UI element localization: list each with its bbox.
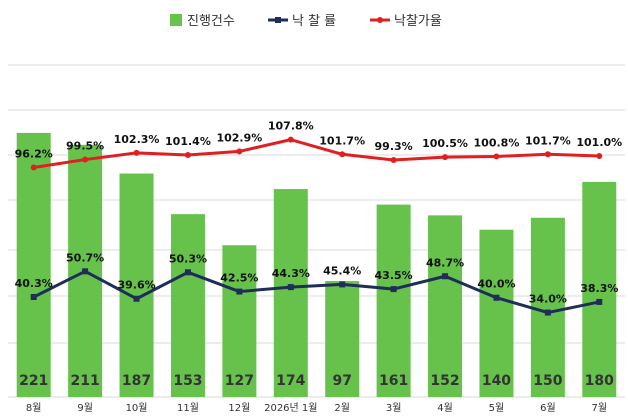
price-ratio-point: [236, 148, 243, 155]
price-ratio-point: [390, 157, 397, 164]
legend-marker: [275, 17, 281, 23]
legend: 진행건수 낙 찰 률 낙찰가율: [170, 13, 442, 29]
price-ratio-point: [184, 152, 191, 158]
price-ratio-data-label: 102.9%: [216, 131, 262, 144]
x-tick-label: 11월: [177, 402, 199, 414]
win-rate-data-label: 34.0%: [529, 293, 567, 306]
bar: [16, 132, 51, 397]
bar-value-label: 161: [379, 373, 408, 389]
win-rate-data-label: 38.3%: [580, 282, 618, 295]
x-tick-label: 12월: [228, 402, 250, 414]
price-ratio-point: [596, 152, 603, 159]
win-rate-line: [33, 269, 600, 315]
win-rate-point: [287, 284, 294, 291]
x-tick-label: 2026년 1월: [264, 402, 317, 414]
win-rate-point: [82, 268, 89, 275]
bar-value-label: 152: [430, 373, 459, 389]
price-ratio-data-label: 101.0%: [576, 136, 622, 149]
x-tick-label: 4월: [437, 402, 453, 414]
price-ratio-point: [493, 153, 500, 160]
price-ratio-data-label: 100.5%: [422, 137, 468, 150]
price-ratio-point: [339, 151, 346, 158]
win-rate-data-label: 48.7%: [426, 256, 464, 269]
legend-swatch: [170, 14, 182, 26]
win-rate-data-label: 42.5%: [220, 272, 258, 285]
bar: [119, 173, 154, 397]
x-tick-label: 3월: [386, 402, 402, 414]
bar: [376, 204, 411, 397]
win-rate-point: [493, 294, 500, 301]
bar-value-label: 174: [276, 373, 305, 389]
legend-label: 낙찰가율: [394, 14, 442, 29]
x-tick-label: 2월: [334, 402, 350, 414]
legend-label: 낙 찰 률: [292, 14, 336, 29]
win-rate-point: [133, 295, 140, 302]
bar: [273, 189, 308, 397]
bar-value-label: 180: [585, 373, 614, 389]
price-ratio-data-label: 100.8%: [474, 136, 520, 149]
x-tick-label: 9월: [77, 402, 93, 414]
price-ratio-data-label: 107.8%: [268, 120, 314, 133]
win-rate-point: [442, 273, 449, 280]
price-ratio-data-label: 99.3%: [375, 140, 413, 153]
bar: [222, 245, 257, 397]
price-ratio-point: [287, 136, 294, 143]
bar: [479, 229, 514, 397]
bar-value-label: 211: [71, 373, 100, 389]
line-series: 96.2% 99.5% 102.3% 101.4% 102.9% 107.8% 101.7%…: [15, 120, 622, 316]
bar-value-label: 140: [482, 373, 511, 389]
bar-value-label: 97: [332, 373, 351, 389]
x-tick-label: 7월: [592, 402, 608, 414]
win-rate-point: [596, 298, 603, 305]
bar-value-label: 153: [173, 373, 202, 389]
price-ratio-data-label: 96.2%: [15, 147, 53, 160]
win-rate-point: [339, 281, 346, 288]
price-ratio-data-label: 102.3%: [114, 133, 160, 146]
price-ratio-line: [33, 138, 600, 169]
bar: [325, 281, 360, 397]
price-ratio-point: [30, 164, 37, 171]
bar-series: 221 211 187 153 127 174 97 161 152 140 150 180: [16, 132, 617, 397]
win-rate-point: [184, 269, 191, 276]
bar-value-label: 187: [122, 373, 151, 389]
price-ratio-point: [82, 156, 89, 163]
bar-value-label: 150: [533, 373, 562, 389]
bar: [170, 214, 205, 397]
win-rate-data-label: 44.3%: [272, 267, 310, 280]
price-ratio-data-label: 101.7%: [525, 134, 571, 147]
win-rate-point: [30, 294, 37, 300]
win-rate-point: [236, 288, 243, 295]
bar: [582, 181, 617, 397]
x-axis-ticks: 8월 9월 10월 11월 12월 2026년 1월 2월 3월 4월 5월 6월 7월: [26, 402, 607, 414]
price-ratio-point: [442, 154, 449, 161]
legend-marker: [377, 17, 383, 23]
win-rate-point: [390, 286, 397, 293]
x-tick-label: 6월: [540, 402, 556, 414]
price-ratio-point: [133, 149, 140, 156]
x-tick-label: 10월: [126, 402, 148, 414]
bar-value-label: 221: [19, 373, 48, 389]
price-ratio-data-label: 101.7%: [319, 134, 365, 147]
win-rate-data-label: 43.5%: [375, 269, 413, 282]
x-tick-label: 5월: [489, 402, 505, 414]
win-rate-data-label: 39.6%: [117, 279, 155, 292]
win-rate-point: [544, 309, 551, 316]
win-rate-data-label: 50.7%: [66, 251, 104, 264]
bar: [530, 217, 565, 397]
x-tick-label: 8월: [26, 402, 42, 414]
legend-label: 진행건수: [187, 13, 235, 29]
win-rate-data-label: 45.4%: [323, 264, 361, 277]
price-ratio-data-label: 99.5%: [66, 140, 104, 153]
price-ratio-data-label: 101.4%: [165, 135, 211, 148]
win-rate-data-label: 40.3%: [15, 277, 53, 290]
bar: [428, 215, 463, 397]
win-rate-data-label: 40.0%: [477, 278, 515, 291]
bar-value-label: 127: [225, 373, 254, 389]
win-rate-data-label: 50.3%: [169, 252, 207, 265]
price-ratio-point: [544, 151, 551, 158]
